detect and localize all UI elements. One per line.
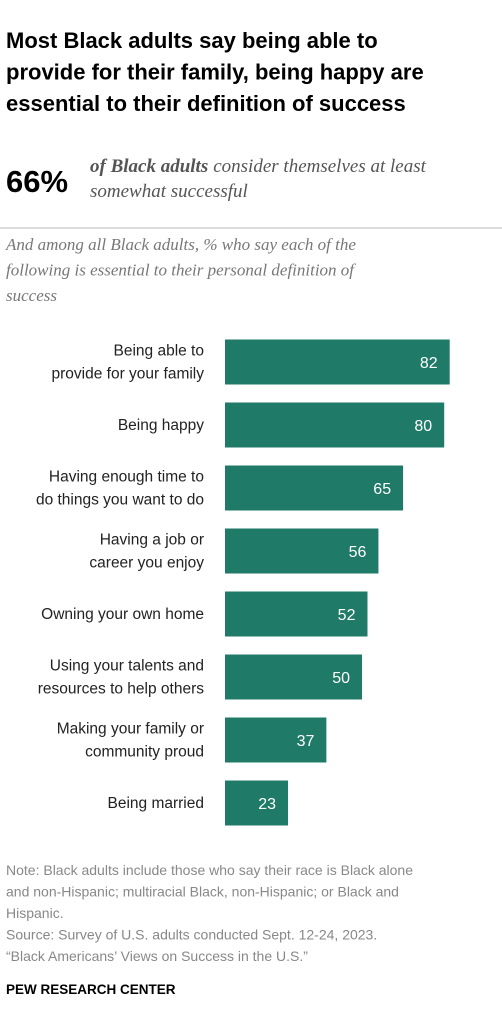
bar bbox=[225, 339, 450, 385]
value-label: 23 bbox=[258, 796, 276, 813]
bar bbox=[225, 654, 362, 700]
bar bbox=[225, 717, 327, 763]
note: “Black Americans’ Views on Success in th… bbox=[6, 948, 308, 964]
headline-text: consider themselves at least bbox=[213, 156, 426, 177]
footer: PEW RESEARCH CENTER bbox=[6, 982, 176, 997]
bar bbox=[225, 402, 445, 448]
value-label: 50 bbox=[332, 670, 350, 687]
value-label: 82 bbox=[420, 355, 438, 372]
category-label: Owning your own home bbox=[41, 606, 204, 623]
headline-figure: 66% bbox=[6, 164, 68, 199]
subtitle: success bbox=[6, 286, 57, 305]
chart-title: Most Black adults say being able to bbox=[6, 28, 378, 53]
category-label: Being able to bbox=[114, 343, 205, 360]
value-label: 56 bbox=[349, 544, 367, 561]
category-label: Having a job or bbox=[100, 532, 204, 549]
chart-title: provide for their family, being happy ar… bbox=[6, 60, 424, 85]
category-label: career you enjoy bbox=[89, 555, 204, 572]
note: Source: Survey of U.S. adults conducted … bbox=[6, 927, 377, 943]
bar bbox=[225, 528, 379, 574]
chart-title: essential to their definition of success bbox=[6, 91, 406, 116]
category-label: Making your family or bbox=[57, 721, 204, 738]
note: and non-Hispanic; multiracial Black, non… bbox=[6, 884, 399, 900]
value-label: 37 bbox=[297, 733, 315, 750]
headline-text: somewhat successful bbox=[90, 181, 248, 202]
category-label: Being married bbox=[108, 795, 205, 812]
category-label: Being happy bbox=[118, 417, 204, 434]
bar bbox=[225, 465, 404, 511]
value-label: 80 bbox=[414, 418, 432, 435]
subtitle: And among all Black adults, % who say ea… bbox=[5, 235, 356, 254]
category-label: Having enough time to bbox=[49, 469, 204, 486]
headline-text: of Black adults consider themselves at le… bbox=[90, 156, 427, 177]
note: Note: Black adults include those who say… bbox=[6, 862, 413, 878]
value-label: 52 bbox=[338, 607, 356, 624]
category-label: provide for your family bbox=[52, 366, 205, 383]
subtitle: following is essential to their personal… bbox=[6, 261, 356, 280]
category-label: resources to help others bbox=[38, 681, 205, 698]
category-label: community proud bbox=[85, 744, 204, 761]
category-label: Using your talents and bbox=[50, 658, 204, 675]
bar bbox=[225, 780, 289, 826]
bar bbox=[225, 591, 368, 637]
headline-emphasis: of Black adults bbox=[90, 156, 208, 177]
note: Hispanic. bbox=[6, 905, 64, 921]
category-label: do things you want to do bbox=[36, 492, 204, 509]
value-label: 65 bbox=[373, 481, 391, 498]
